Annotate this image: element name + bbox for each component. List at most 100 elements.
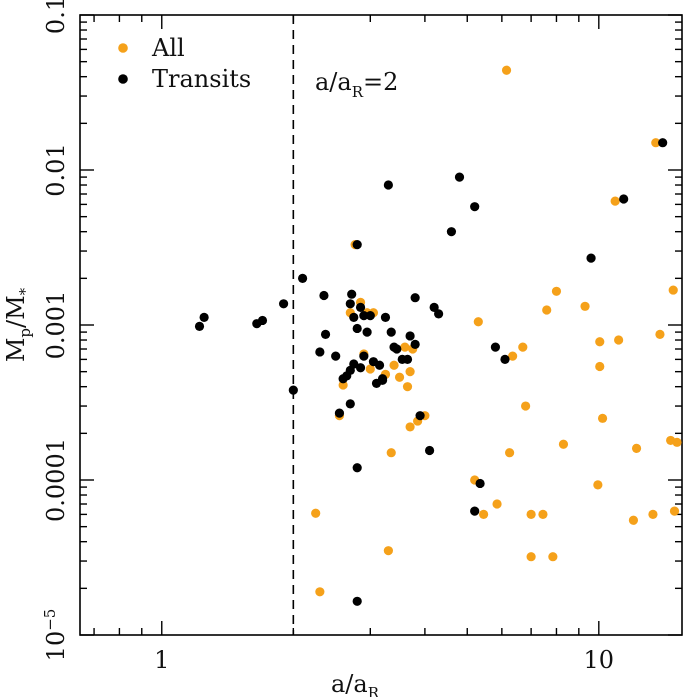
- point-transits: [359, 351, 369, 361]
- point-transits: [392, 344, 402, 354]
- data-points: [194, 65, 682, 606]
- point-all: [668, 285, 678, 295]
- point-transits: [586, 253, 596, 263]
- x-tick-label: 10: [584, 646, 615, 674]
- y-tick-label-text: 0.1: [42, 0, 70, 34]
- reference-line-label-main: a/a: [315, 68, 352, 96]
- point-all: [628, 515, 639, 525]
- point-all: [672, 437, 682, 447]
- point-all: [614, 335, 624, 345]
- point-transits: [355, 302, 366, 312]
- point-transits: [359, 310, 369, 321]
- point-transits: [315, 347, 325, 357]
- y-tick-label-text: 0.001: [42, 291, 70, 360]
- point-all: [548, 552, 558, 562]
- point-transits: [490, 342, 501, 352]
- point-transits: [386, 327, 396, 337]
- point-all: [631, 443, 642, 453]
- legend: All Transits: [118, 34, 251, 93]
- point-transits: [352, 240, 362, 250]
- point-all: [492, 499, 502, 509]
- point-transits: [377, 375, 388, 385]
- point-transits: [383, 180, 393, 190]
- point-all: [538, 509, 548, 519]
- y-tick-label-text: 0.01: [42, 143, 70, 196]
- y-tick-label-exponent: −5: [41, 609, 59, 631]
- point-all: [505, 448, 515, 458]
- y-axis-label-sub2: *: [16, 287, 34, 295]
- point-transits: [402, 354, 413, 364]
- point-transits: [362, 327, 372, 337]
- point-transits: [278, 299, 289, 309]
- point-transits: [352, 463, 362, 473]
- point-transits: [199, 312, 209, 322]
- legend-label-all: All: [151, 34, 185, 62]
- point-all: [580, 301, 590, 311]
- point-transits: [380, 312, 391, 322]
- point-all: [551, 286, 562, 296]
- y-tick-label: 0.01: [42, 143, 70, 196]
- point-transits: [355, 363, 366, 373]
- y-tick-label: 0.0001: [42, 438, 70, 522]
- point-all: [610, 196, 620, 206]
- x-axis-label-sub: R: [368, 684, 380, 697]
- point-transits: [334, 408, 345, 418]
- point-all: [508, 351, 518, 361]
- point-transits: [352, 596, 362, 606]
- point-all: [597, 413, 608, 423]
- point-all: [669, 506, 680, 516]
- point-all: [648, 509, 658, 519]
- y-tick-label-text: 10: [42, 631, 70, 662]
- point-transits: [429, 302, 439, 312]
- point-all: [311, 508, 321, 518]
- point-transits: [347, 289, 357, 299]
- point-transits: [374, 360, 385, 370]
- point-transits: [365, 310, 375, 321]
- point-all: [526, 509, 536, 519]
- y-tick-label-text: 0.0001: [42, 438, 70, 522]
- y-axis-label-main: M: [2, 338, 30, 363]
- point-all: [595, 361, 605, 372]
- point-all: [501, 65, 512, 75]
- point-transits: [345, 399, 355, 409]
- point-transits: [475, 478, 485, 489]
- y-tick-label: 0.1: [42, 0, 70, 34]
- y-tick-label: 0.001: [42, 291, 70, 360]
- y-axis-label: Mp/M*: [2, 287, 34, 362]
- point-all: [365, 364, 375, 374]
- point-transits: [331, 351, 341, 361]
- point-all: [405, 422, 415, 432]
- point-transits: [349, 359, 359, 369]
- reference-line-label: a/aR=2: [315, 68, 398, 101]
- point-transits: [297, 273, 308, 283]
- y-tick-label: 10−5: [41, 609, 70, 662]
- point-all: [542, 305, 552, 315]
- point-all: [518, 342, 528, 352]
- point-transits: [658, 138, 668, 148]
- point-all: [595, 337, 605, 347]
- point-all: [558, 439, 569, 449]
- point-all: [315, 587, 325, 597]
- point-transits: [405, 331, 415, 341]
- point-transits: [288, 385, 298, 395]
- point-transits: [446, 227, 457, 237]
- point-transits: [320, 329, 331, 339]
- point-all: [593, 480, 603, 490]
- axis-ticks: [80, 14, 682, 636]
- point-all: [479, 509, 489, 519]
- point-all: [389, 360, 399, 370]
- point-transits: [349, 312, 359, 322]
- point-transits: [345, 299, 355, 309]
- reference-line-label-rest: =2: [363, 68, 398, 96]
- point-transits: [410, 339, 420, 349]
- reference-line-label-sub: R: [352, 83, 364, 101]
- point-transits: [352, 323, 362, 334]
- point-all: [400, 342, 410, 352]
- x-axis-label-main: a/a: [331, 670, 368, 697]
- x-tick-label: 1: [154, 646, 169, 674]
- y-axis-label-rest: /M: [2, 295, 30, 328]
- point-all: [521, 401, 531, 411]
- point-transits: [319, 290, 329, 301]
